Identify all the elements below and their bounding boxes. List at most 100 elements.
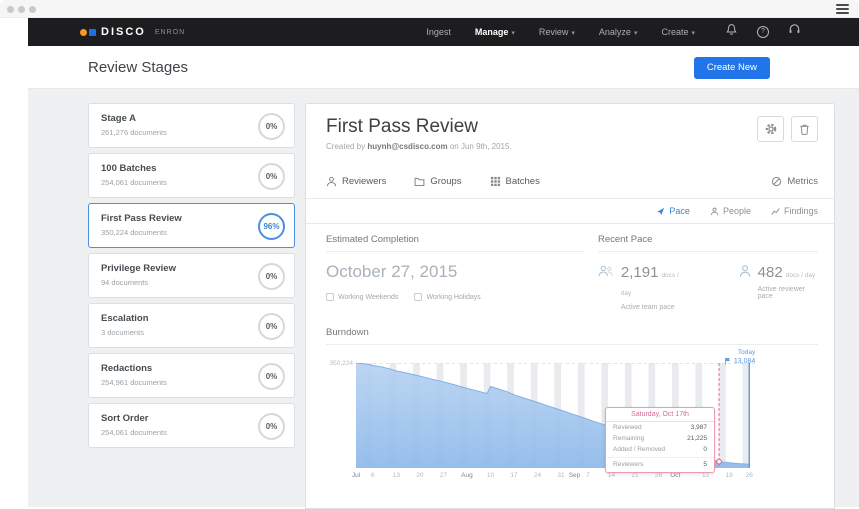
window-maximize-button[interactable] [29, 6, 36, 13]
window-close-button[interactable] [7, 6, 14, 13]
stage-name: Stage A [101, 113, 137, 124]
x-tick-label: 26 [745, 472, 753, 479]
stage-name: 100 Batches [101, 163, 157, 174]
stage-detail-panel: First Pass Review Created by huynh@csdis… [305, 103, 835, 509]
team-icon [598, 265, 613, 276]
stage-title: First Pass Review [326, 116, 479, 137]
metrics-button[interactable]: Metrics [771, 176, 818, 187]
x-tick-label: 17 [510, 472, 518, 479]
folder-icon [414, 177, 425, 186]
team-pace-unit: docs / day [620, 272, 679, 297]
page-title: Review Stages [88, 59, 189, 76]
matter-name: ENRON [154, 29, 186, 36]
nav-item-ingest[interactable]: Ingest [426, 27, 451, 37]
settings-button[interactable] [757, 116, 784, 142]
tooltip-title: Saturday, Oct 17th [606, 408, 715, 422]
x-tick-label: 7 [586, 472, 590, 479]
estimated-completion-heading: Estimated Completion [326, 224, 584, 252]
stage-progress-badge: 0% [258, 413, 285, 440]
stage-card-100-batches[interactable]: 100 Batches 254,061 documents 0% [88, 153, 295, 198]
groups-button[interactable]: Groups [414, 176, 462, 187]
create-new-button[interactable]: Create New [693, 57, 770, 79]
today-remaining-value: 13,084 [733, 357, 756, 365]
reviewer-pace-caption: Active reviewer pace [757, 286, 806, 300]
tab-findings[interactable]: Findings [771, 206, 818, 216]
checkbox-icon [414, 293, 423, 301]
x-tick-label: 21 [631, 472, 639, 479]
team-pace-value: 2,191 [620, 264, 659, 281]
y-axis-max-label: 350,224 [329, 360, 354, 367]
stage-name: Redactions [101, 363, 153, 374]
person-icon [326, 176, 337, 186]
stage-doc-count: 261,276 documents [101, 128, 167, 137]
burndown-heading: Burndown [326, 327, 818, 345]
bell-icon[interactable] [725, 23, 738, 41]
stage-card-first-pass-review[interactable]: First Pass Review 350,224 documents 96% [88, 203, 295, 248]
nav-icons: ? [725, 23, 801, 41]
stage-card-redactions[interactable]: Redactions 254,961 documents 0% [88, 353, 295, 398]
x-tick-label: 6 [370, 472, 375, 479]
window-minimize-button[interactable] [18, 6, 25, 13]
batches-button[interactable]: Batches [490, 176, 540, 187]
flag-icon [725, 357, 730, 365]
checkbox-icon [326, 293, 334, 301]
working-weekends-checkbox[interactable]: Working Weekends [326, 293, 398, 301]
stage-card-sort-order[interactable]: Sort Order 254,061 documents 0% [88, 403, 295, 448]
metrics-tabs: Pace People Findings [306, 198, 834, 224]
stage-progress-badge: 96% [258, 213, 285, 240]
stage-name: Escalation [101, 313, 149, 324]
reviewers-button[interactable]: Reviewers [326, 176, 386, 187]
support-headset-icon[interactable] [788, 23, 801, 41]
stage-doc-count: 254,961 documents [101, 378, 167, 387]
recent-pace-heading: Recent Pace [598, 224, 818, 252]
delete-button[interactable] [791, 116, 818, 142]
estimated-completion-date: October 27, 2015 [326, 262, 458, 281]
working-holidays-checkbox[interactable]: Working Holidays [414, 293, 481, 301]
trash-icon [800, 124, 809, 135]
stage-progress-badge: 0% [258, 113, 285, 140]
stage-card-privilege-review[interactable]: Privilege Review 94 documents 0% [88, 253, 295, 298]
x-tick-label: 31 [557, 472, 565, 479]
help-icon[interactable]: ? [757, 26, 769, 38]
today-marker: Today 13,084 [671, 349, 755, 365]
x-tick-label: Aug [461, 472, 473, 479]
window-titlebar [0, 0, 859, 18]
nav-item-manage[interactable]: Manage ▾ [474, 27, 515, 37]
disco-logo[interactable]: DISCO ENRON [80, 26, 185, 38]
stage-list: Stage A 261,276 documents 0% 100 Batches… [88, 103, 295, 453]
tooltip-value: 3,987 [690, 424, 708, 431]
x-tick-label: 27 [439, 472, 448, 479]
chart-icon [771, 207, 780, 215]
tooltip-label: Reviewers [613, 461, 644, 468]
team-pace-caption: Active team pace [620, 304, 675, 311]
tooltip-value: 5 [703, 461, 708, 468]
stage-doc-count: 254,061 documents [101, 178, 167, 187]
stage-doc-count: 3 documents [101, 328, 144, 337]
chart-tooltip: Saturday, Oct 17th Reviewed 3,987 Remaini… [605, 407, 716, 473]
tooltip-label: Added / Removed [613, 446, 666, 453]
nav-item-analyze[interactable]: Analyze ▾ [598, 27, 638, 37]
x-tick-label: 14 [607, 472, 616, 479]
stage-name: Privilege Review [101, 263, 176, 274]
chevron-down-icon: ▾ [511, 30, 515, 37]
stage-toolbar: Reviewers Groups Batches Metrics [326, 170, 818, 192]
reviewer-icon [739, 265, 750, 277]
tooltip-label: Remaining [613, 435, 645, 442]
estimated-completion-section: Estimated Completion October 27, 2015 Wo… [326, 224, 584, 311]
circle-slash-icon [772, 176, 782, 186]
grid-icon [490, 176, 500, 186]
x-tick-label: 20 [416, 472, 424, 479]
x-tick-label: 24 [533, 472, 542, 479]
reviewer-pace-value: 482 [757, 264, 783, 281]
tab-people[interactable]: People [710, 206, 751, 216]
window-controls [7, 6, 36, 13]
hamburger-menu-icon[interactable] [836, 4, 849, 16]
stage-card-escalation[interactable]: Escalation 3 documents 0% [88, 303, 295, 348]
nav-item-review[interactable]: Review ▾ [538, 27, 575, 37]
content-area: Stage A 261,276 documents 0% 100 Batches… [28, 89, 859, 509]
nav-item-create[interactable]: Create ▾ [661, 27, 695, 37]
stage-card-stage-a[interactable]: Stage A 261,276 documents 0% [88, 103, 295, 148]
stage-doc-count: 350,224 documents [101, 228, 167, 237]
pace-arrow-icon [657, 207, 665, 215]
tab-pace[interactable]: Pace [656, 206, 690, 216]
